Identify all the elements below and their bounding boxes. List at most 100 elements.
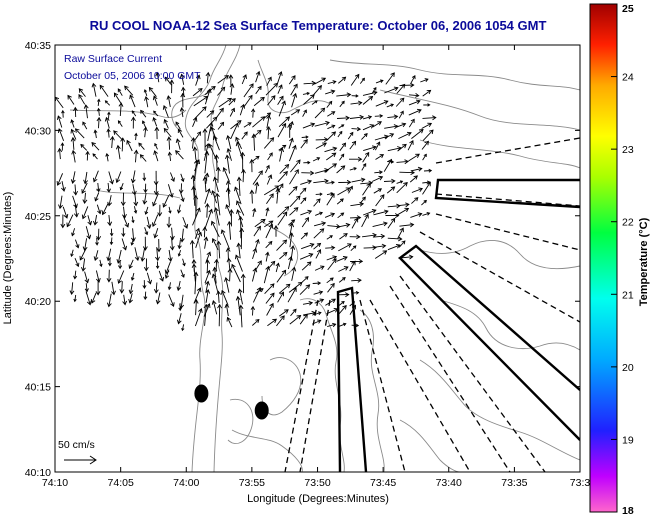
current-vector — [153, 150, 159, 162]
current-vector — [70, 136, 76, 150]
x-tick-label: 73:50 — [304, 477, 330, 489]
current-vector — [421, 199, 427, 206]
current-vector — [99, 259, 103, 268]
y-axis-label: Latitude (Degrees:Minutes) — [2, 192, 14, 325]
current-vector — [396, 207, 410, 216]
current-vector — [205, 280, 210, 293]
current-vector — [277, 122, 287, 138]
current-vector — [134, 132, 138, 141]
current-vector — [302, 300, 314, 306]
current-vector — [264, 283, 275, 295]
current-vector — [83, 171, 89, 185]
colorbar-tick-label: 24 — [622, 72, 634, 84]
current-vector — [93, 129, 98, 139]
current-vector — [154, 142, 158, 150]
current-vector — [278, 283, 291, 294]
current-vector — [128, 283, 134, 295]
current-vector — [408, 108, 422, 116]
current-vector — [204, 88, 212, 105]
current-vector — [263, 137, 275, 149]
current-vector — [252, 286, 262, 303]
current-vector — [411, 128, 424, 139]
current-vector — [288, 281, 303, 293]
current-vector — [128, 259, 134, 269]
current-vector — [154, 126, 160, 140]
current-vector — [111, 281, 116, 296]
current-vector — [279, 251, 288, 260]
colorbar-label: Temperature (°C) — [638, 217, 650, 306]
current-vector — [397, 143, 407, 152]
current-vector — [326, 255, 338, 261]
current-vector — [326, 235, 333, 240]
current-vector — [56, 115, 63, 128]
current-vector — [178, 303, 182, 312]
current-vector — [133, 149, 139, 163]
current-vector — [312, 85, 322, 96]
current-vector — [109, 237, 114, 246]
station-markers — [194, 384, 269, 420]
colorbar-tick-label: 23 — [622, 144, 634, 156]
surface-current-vectors — [55, 70, 437, 332]
current-vector — [277, 206, 290, 218]
current-vector — [222, 166, 230, 182]
current-vector — [212, 266, 218, 284]
current-vector — [168, 206, 172, 214]
current-vector — [61, 181, 66, 192]
current-vector — [217, 121, 225, 130]
current-vector — [143, 126, 148, 138]
colorbar-tick-label: 25 — [622, 3, 634, 15]
current-vector — [108, 258, 112, 267]
current-vector — [422, 89, 432, 97]
current-vector — [155, 261, 160, 270]
annotation-line-1: Raw Surface Current — [64, 53, 162, 65]
current-vector — [58, 195, 63, 210]
current-vector — [252, 207, 257, 217]
current-vector — [291, 92, 298, 108]
current-vector — [236, 209, 244, 228]
x-tick-label: 74:00 — [173, 477, 199, 489]
current-vector — [214, 154, 220, 171]
x-tick-label: 74:05 — [108, 477, 134, 489]
current-vector — [81, 206, 89, 220]
bathymetry-contours — [69, 45, 580, 472]
current-vector — [277, 170, 288, 183]
current-vector — [153, 182, 159, 196]
current-vector — [87, 215, 93, 226]
current-vector — [277, 84, 283, 94]
current-vector — [338, 304, 347, 314]
current-vector — [105, 152, 110, 162]
current-vector — [339, 322, 347, 327]
current-vector — [62, 206, 69, 219]
current-vector — [229, 209, 234, 227]
current-vector — [387, 243, 401, 251]
current-vector — [226, 257, 232, 271]
current-vector — [106, 182, 112, 193]
current-vector — [85, 226, 92, 240]
current-vector — [303, 94, 315, 105]
current-vector — [338, 124, 345, 129]
current-vector — [326, 193, 335, 206]
current-vector — [121, 238, 128, 251]
current-vector — [288, 219, 296, 226]
current-vector — [82, 192, 88, 204]
current-vector — [339, 100, 345, 108]
current-vector — [177, 128, 184, 138]
current-vector — [177, 249, 182, 257]
current-vector — [374, 114, 384, 118]
current-vector — [153, 110, 159, 117]
current-vector — [235, 141, 244, 160]
current-vector — [349, 167, 357, 171]
current-vector — [421, 140, 429, 150]
current-vector — [384, 124, 399, 130]
current-vector — [252, 247, 258, 260]
current-vector — [299, 187, 307, 195]
current-vector — [71, 149, 77, 163]
current-vector — [203, 236, 209, 249]
current-vector — [231, 263, 241, 283]
colorbar: 25 24 23 22 21 20 19 18 Temperature (°C) — [589, 3, 650, 517]
current-vector — [288, 144, 297, 162]
current-vector — [95, 281, 101, 296]
current-vector — [266, 76, 272, 86]
current-vector — [70, 128, 77, 140]
current-vector — [56, 173, 64, 186]
